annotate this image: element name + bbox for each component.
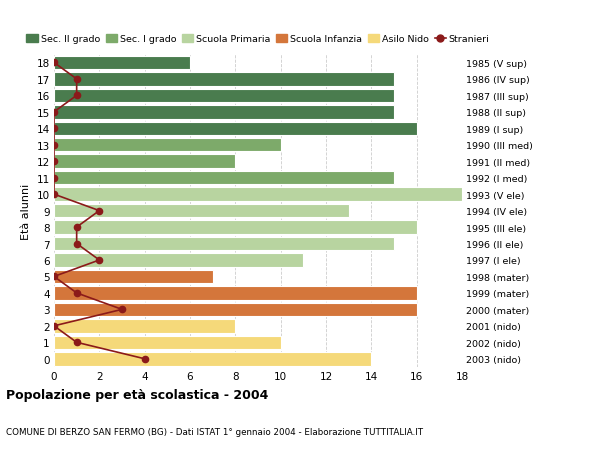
Text: Popolazione per età scolastica - 2004: Popolazione per età scolastica - 2004 xyxy=(6,388,268,401)
Bar xyxy=(54,286,416,300)
Bar xyxy=(54,90,394,103)
Bar xyxy=(54,221,416,234)
Legend: Sec. II grado, Sec. I grado, Scuola Primaria, Scuola Infanzia, Asilo Nido, Stran: Sec. II grado, Sec. I grado, Scuola Prim… xyxy=(26,35,490,44)
Bar xyxy=(54,106,394,119)
Bar xyxy=(54,122,416,136)
Bar xyxy=(54,254,304,267)
Bar xyxy=(54,270,212,284)
Bar xyxy=(54,319,235,333)
Bar xyxy=(54,155,235,168)
Bar xyxy=(54,56,190,70)
Y-axis label: Età alunni: Età alunni xyxy=(21,183,31,239)
Bar xyxy=(54,73,394,86)
Text: COMUNE DI BERZO SAN FERMO (BG) - Dati ISTAT 1° gennaio 2004 - Elaborazione TUTTI: COMUNE DI BERZO SAN FERMO (BG) - Dati IS… xyxy=(6,427,423,436)
Bar xyxy=(54,139,281,152)
Bar xyxy=(54,204,349,218)
Bar xyxy=(54,172,394,185)
Bar xyxy=(54,336,281,349)
Bar xyxy=(54,237,394,251)
Bar xyxy=(54,188,462,202)
Bar xyxy=(54,303,416,316)
Bar xyxy=(54,352,371,366)
